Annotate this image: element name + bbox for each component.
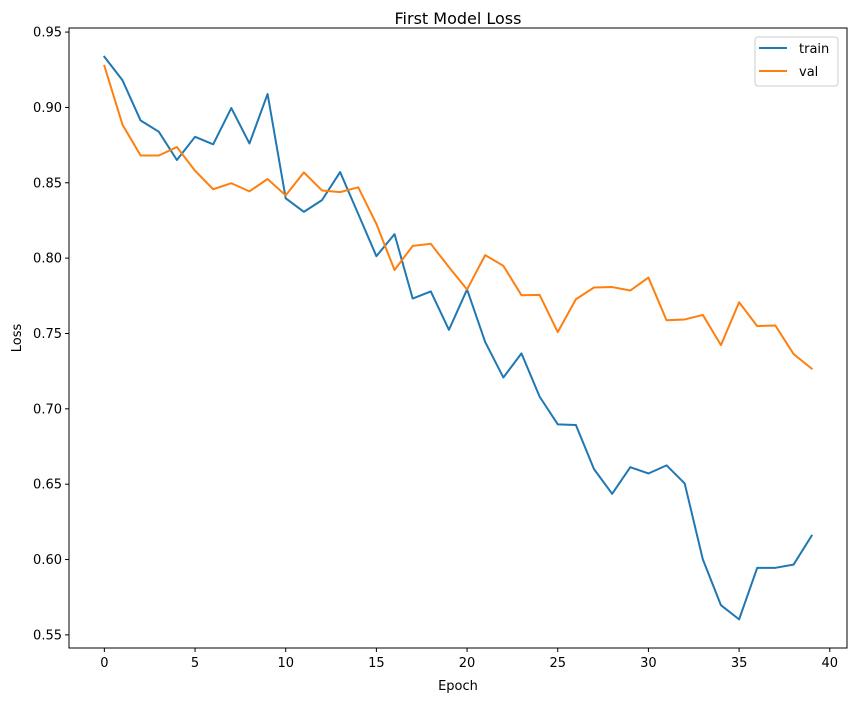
series-line-val xyxy=(103,64,814,370)
legend: train val xyxy=(754,36,839,87)
series-layer xyxy=(102,55,814,621)
series-line-train xyxy=(102,55,814,621)
legend-box xyxy=(754,36,839,87)
y-tick-label: 0.70 xyxy=(33,402,62,417)
y-tick-label: 0.75 xyxy=(33,327,62,342)
legend-label-val: val xyxy=(799,65,818,80)
y-tick-label: 0.80 xyxy=(33,252,62,267)
y-axis-label: Loss xyxy=(10,324,25,353)
y-tick-label: 0.55 xyxy=(33,628,62,643)
y-tick-label: 0.85 xyxy=(33,176,62,191)
x-axis-label: Epoch xyxy=(438,679,478,694)
y-axis: 0.55 0.60 0.65 0.70 0.75 0.80 0.85 0.90 0.95 xyxy=(33,26,69,643)
plot-frame xyxy=(68,27,848,649)
x-tick-label: 15 xyxy=(368,656,385,671)
x-tick-label: 25 xyxy=(549,656,566,671)
x-tick-label: 5 xyxy=(191,656,199,671)
x-tick-label: 10 xyxy=(277,656,294,671)
y-tick-label: 0.90 xyxy=(33,101,62,116)
x-axis: 0 5 10 15 20 25 30 35 40 xyxy=(100,648,838,671)
chart-title: First Model Loss xyxy=(395,9,522,28)
legend-label-train: train xyxy=(799,42,829,57)
y-tick-label: 0.95 xyxy=(33,26,62,41)
y-tick-label: 0.60 xyxy=(33,553,62,568)
x-tick-label: 20 xyxy=(459,656,476,671)
x-tick-label: 40 xyxy=(821,656,838,671)
x-tick-label: 30 xyxy=(640,656,657,671)
y-tick-label: 0.65 xyxy=(33,478,62,493)
x-tick-label: 35 xyxy=(731,656,748,671)
x-tick-label: 0 xyxy=(100,656,108,671)
